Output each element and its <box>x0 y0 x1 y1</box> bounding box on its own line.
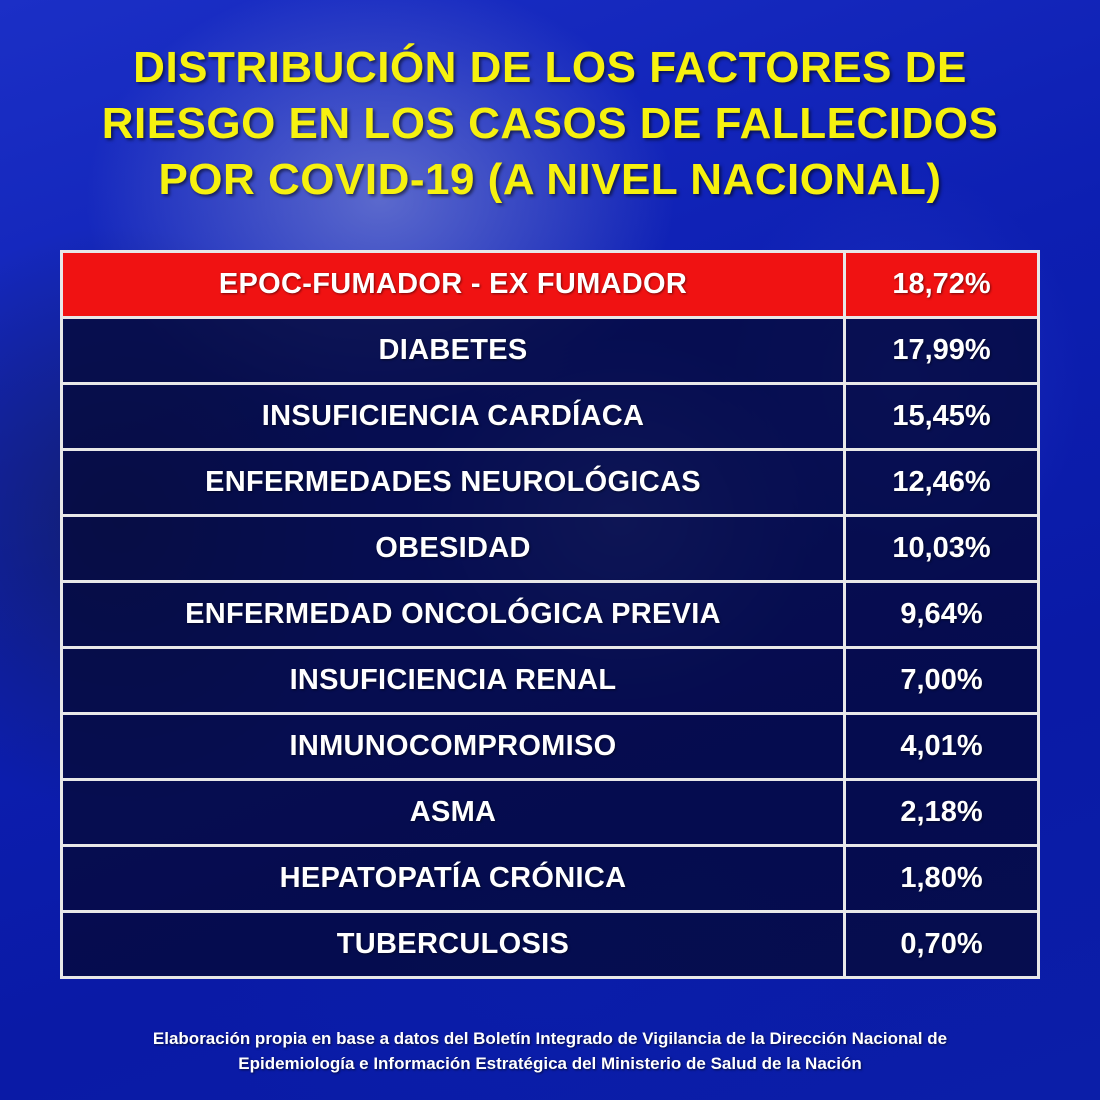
risk-factor-percentage: 2,18% <box>846 781 1037 844</box>
risk-factor-percentage: 4,01% <box>846 715 1037 778</box>
risk-factor-label: INSUFICIENCIA CARDÍACA <box>63 385 846 448</box>
risk-factor-label: OBESIDAD <box>63 517 846 580</box>
risk-factor-percentage: 1,80% <box>846 847 1037 910</box>
risk-factors-table: EPOC-FUMADOR - EX FUMADOR 18,72% DIABETES 1… <box>60 250 1040 979</box>
footnote-line: Epidemiología e Información Estratégica … <box>238 1054 862 1073</box>
risk-factor-label: HEPATOPATÍA CRÓNICA <box>63 847 846 910</box>
risk-factor-label: INSUFICIENCIA RENAL <box>63 649 846 712</box>
table-row: ENFERMEDADES NEUROLÓGICAS 12,46% <box>63 451 1037 517</box>
risk-factor-label: ENFERMEDADES NEUROLÓGICAS <box>63 451 846 514</box>
table-row: TUBERCULOSIS 0,70% <box>63 913 1037 976</box>
table-row: ASMA 2,18% <box>63 781 1037 847</box>
risk-factor-percentage: 17,99% <box>846 319 1037 382</box>
chart-title: DISTRIBUCIÓN DE LOS FACTORES DE RIESGO E… <box>40 40 1060 208</box>
table-row: OBESIDAD 10,03% <box>63 517 1037 583</box>
risk-factor-label: ENFERMEDAD ONCOLÓGICA PREVIA <box>63 583 846 646</box>
risk-factor-label: INMUNOCOMPROMISO <box>63 715 846 778</box>
risk-factor-percentage: 0,70% <box>846 913 1037 976</box>
risk-factor-percentage: 10,03% <box>846 517 1037 580</box>
risk-factor-percentage: 9,64% <box>846 583 1037 646</box>
risk-factor-label: ASMA <box>63 781 846 844</box>
risk-factor-percentage: 18,72% <box>846 253 1037 316</box>
table-row: DIABETES 17,99% <box>63 319 1037 385</box>
table-row: EPOC-FUMADOR - EX FUMADOR 18,72% <box>63 253 1037 319</box>
risk-factor-percentage: 12,46% <box>846 451 1037 514</box>
risk-factor-label: TUBERCULOSIS <box>63 913 846 976</box>
chart-title-line: RIESGO EN LOS CASOS DE FALLECIDOS <box>101 99 999 148</box>
chart-title-line: POR COVID-19 (A NIVEL NACIONAL) <box>158 155 942 204</box>
risk-factor-percentage: 15,45% <box>846 385 1037 448</box>
table-row: HEPATOPATÍA CRÓNICA 1,80% <box>63 847 1037 913</box>
table-row: INSUFICIENCIA CARDÍACA 15,45% <box>63 385 1037 451</box>
table-row: ENFERMEDAD ONCOLÓGICA PREVIA 9,64% <box>63 583 1037 649</box>
risk-factor-label: EPOC-FUMADOR - EX FUMADOR <box>63 253 846 316</box>
table-row: INMUNOCOMPROMISO 4,01% <box>63 715 1037 781</box>
table-row: INSUFICIENCIA RENAL 7,00% <box>63 649 1037 715</box>
risk-factor-label: DIABETES <box>63 319 846 382</box>
risk-factor-percentage: 7,00% <box>846 649 1037 712</box>
source-footnote: Elaboración propia en base a datos del B… <box>30 1026 1070 1076</box>
footnote-line: Elaboración propia en base a datos del B… <box>152 1029 948 1048</box>
chart-title-line: DISTRIBUCIÓN DE LOS FACTORES DE <box>133 43 967 92</box>
